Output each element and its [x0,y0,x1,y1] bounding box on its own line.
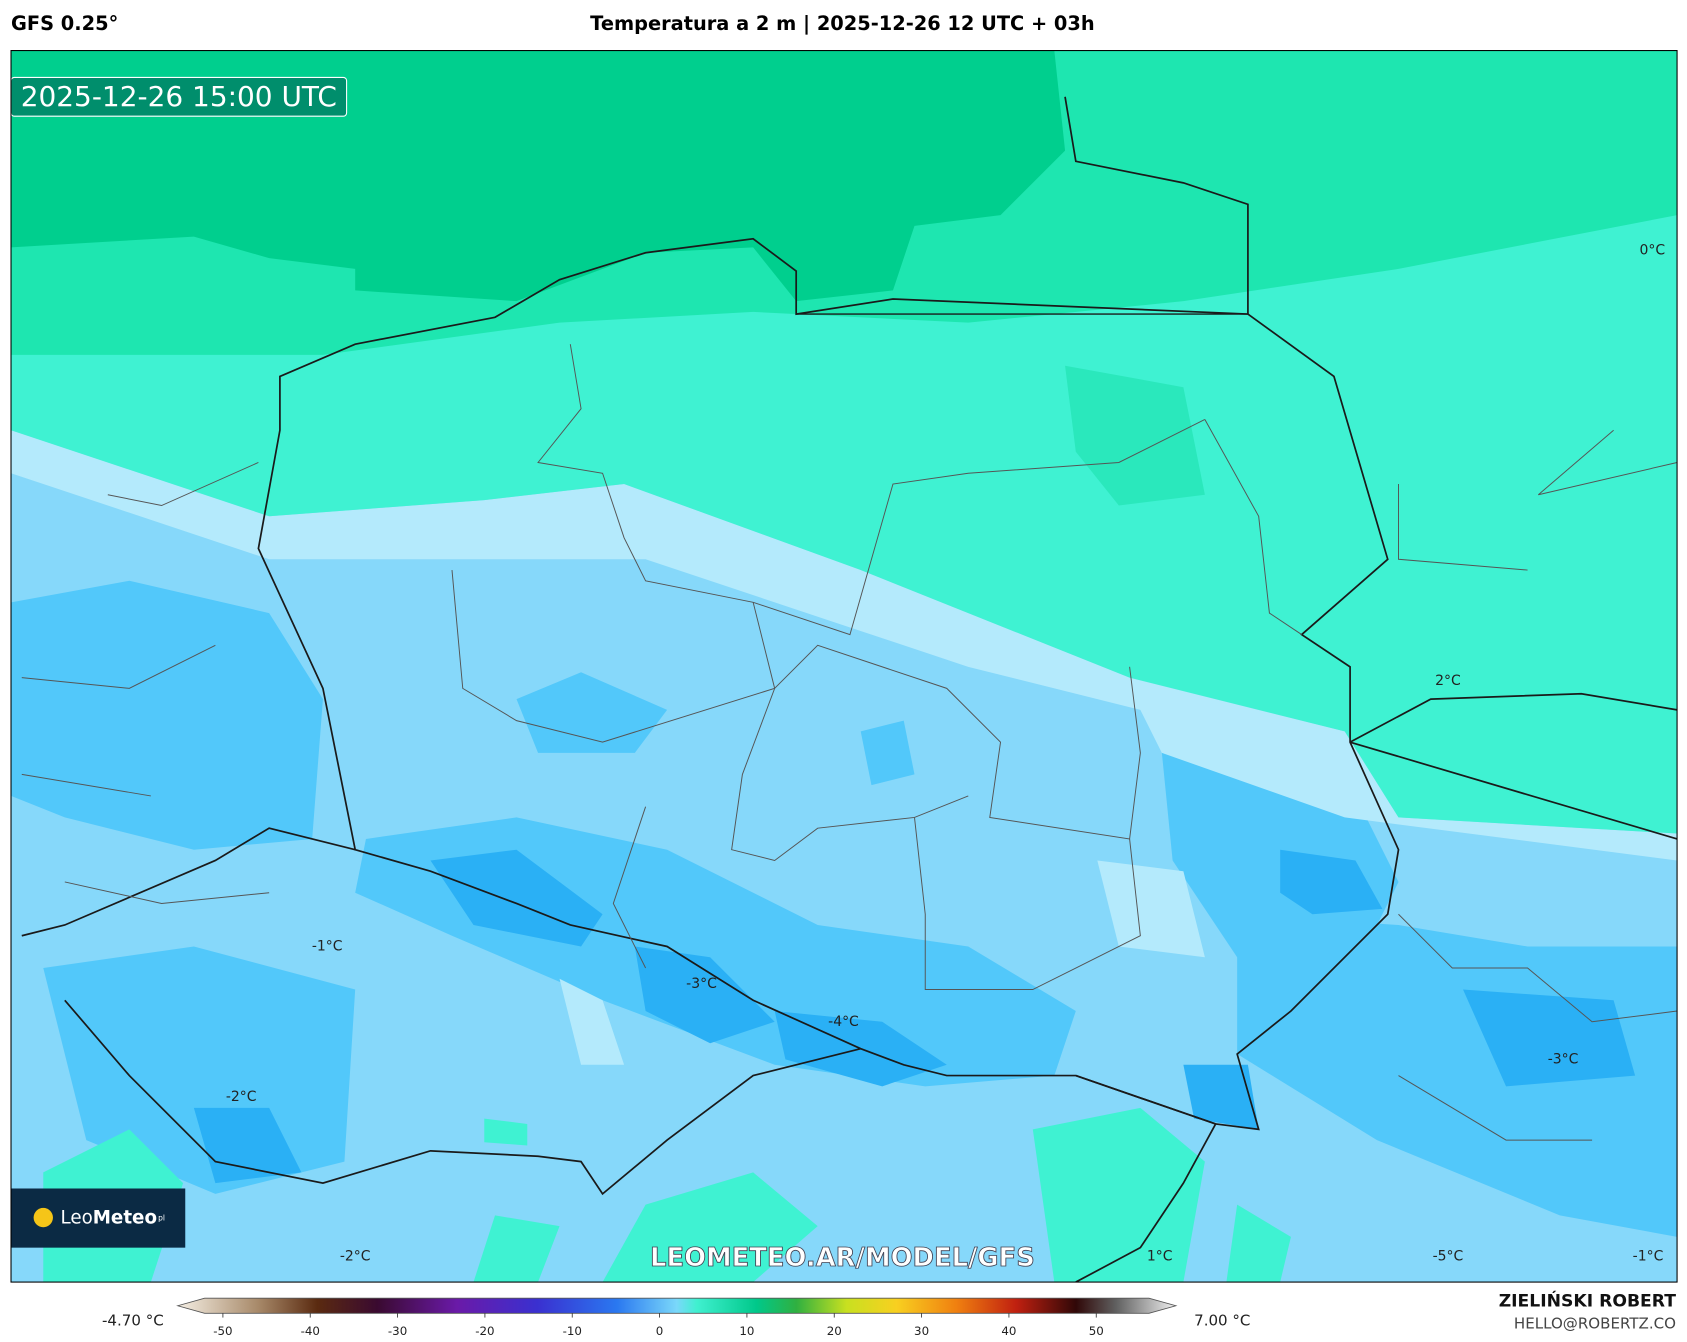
colorbar-min: -4.70 °C [102,1311,164,1329]
time-box [11,76,348,117]
logo-suffix: pl [158,1214,165,1223]
map-title: Temperatura a 2 m | 2025-12-26 12 UTC + … [590,12,1094,35]
contour-labels: 0°C 2°C -1°C -3°C -4°C -2°C -3°C 1°C -5°… [226,243,1665,1265]
colorbar-tick-label: 20 [827,1324,842,1338]
valid-time: 2025-12-26 15:00 UTC [21,80,337,113]
map: 0°C 2°C -1°C -3°C -4°C -2°C -3°C 1°C -5°… [11,50,1678,1283]
contour-label: 2°C [1435,673,1461,689]
colorbar-tick-label: 10 [739,1324,754,1338]
warmer-patch [1065,365,1205,506]
contour-label: -2°C [226,1089,257,1105]
mild-patches [559,860,1205,1065]
logo-sun [33,1207,53,1228]
watermark: LEOMETEO.AR/MODEL/GFS [650,1243,1035,1273]
contour-label: -1°C [312,938,343,954]
contour-label: 0°C [1640,243,1666,259]
colorbar-tick-label: 0 [656,1324,664,1338]
colorbar-tick-label: 30 [914,1324,929,1338]
colorbar-tick-label: 50 [1089,1324,1104,1338]
colorbar-tick-label: 40 [1001,1324,1016,1338]
colorbar-tick-label: -30 [388,1324,407,1338]
colorbar-max: 7.00 °C [1194,1311,1250,1329]
colorbar-tick-label: -20 [475,1324,494,1338]
mild-band [11,430,1678,861]
colorbar-ramp [176,1297,1178,1314]
colorbar-tick-label: -10 [563,1324,582,1338]
colorbar-tick-label: -50 [213,1324,232,1338]
contour-label: -5°C [1433,1248,1464,1264]
logo-bold: Meteo [93,1208,157,1229]
logo-light: Leo [60,1208,92,1229]
contour-label: -1°C [1633,1248,1664,1264]
contour-label: -3°C [1548,1051,1579,1067]
logo-text: LeoMeteopl [60,1208,164,1229]
contour-label: -3°C [686,976,717,992]
contour-label: -4°C [828,1014,859,1030]
warm-patches [43,1107,1291,1283]
contact: HELLO@ROBERTZ.CO [1514,1315,1676,1333]
contour-label: -2°C [340,1248,371,1264]
colorbar-tick-label: -40 [301,1324,320,1338]
regions [21,344,1678,1141]
contour-label: 1°C [1147,1248,1173,1264]
map-frame [10,50,1678,1283]
colorbar: -50 -40 -30 -20 -10 0 10 20 30 40 50 [176,1297,1178,1338]
borders [21,96,1678,1283]
author: ZIELIŃSKI ROBERT [1499,1289,1677,1311]
model-label: GFS 0.25° [11,12,118,35]
